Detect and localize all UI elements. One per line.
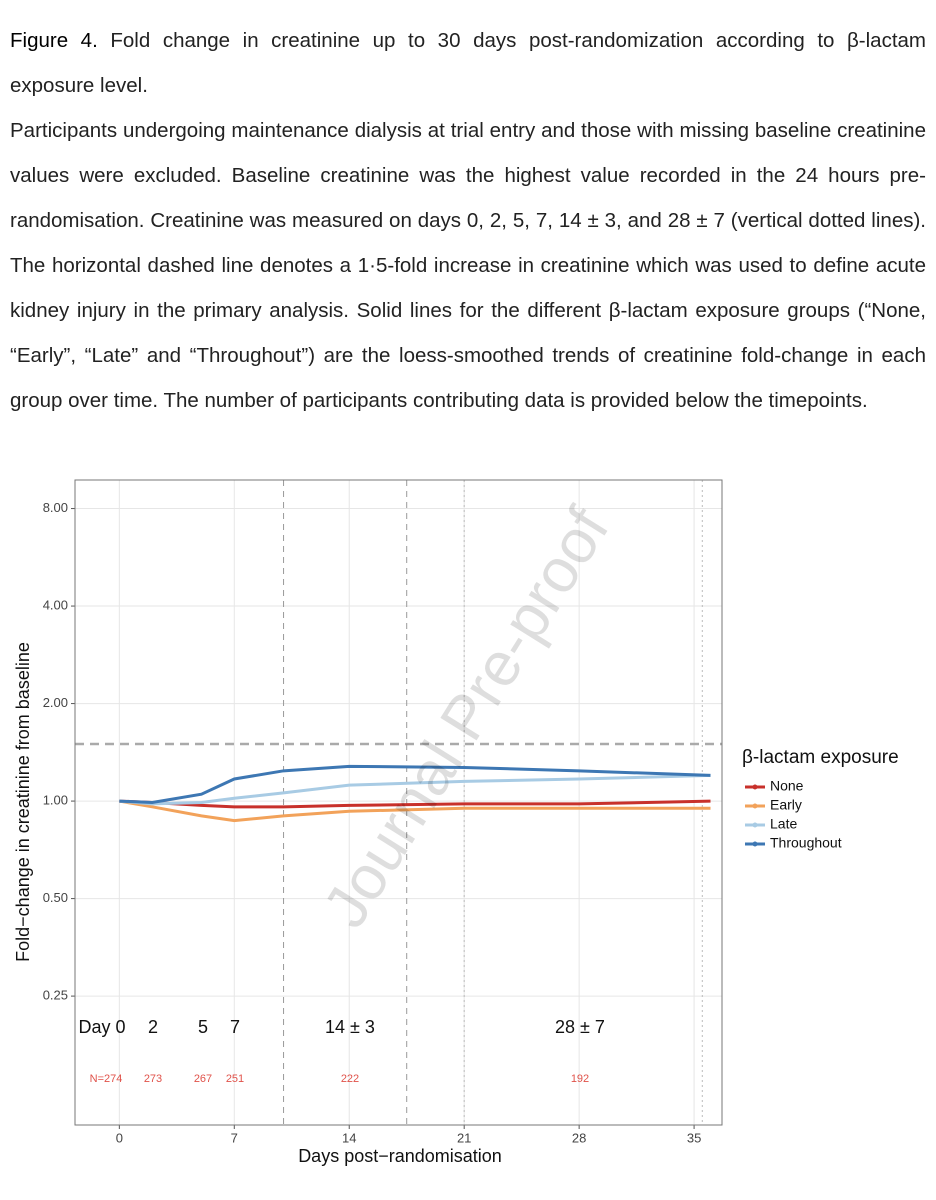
x-tick-label: 35 xyxy=(687,1130,701,1145)
x-tick-label: 21 xyxy=(457,1130,471,1145)
y-tick-label: 8.00 xyxy=(43,500,68,515)
trend-line xyxy=(119,764,711,804)
x-tick-label: 28 xyxy=(572,1130,586,1145)
n-label: 251 xyxy=(226,1073,244,1085)
legend-dot xyxy=(752,803,758,809)
timepoint-label: 5 xyxy=(198,1017,208,1037)
y-tick-label: 0.50 xyxy=(43,890,68,905)
x-tick-label: 7 xyxy=(231,1130,238,1145)
y-tick-label: 4.00 xyxy=(43,597,68,612)
n-label: 222 xyxy=(341,1073,359,1085)
legend-label: Early xyxy=(770,797,802,813)
legend-label: Throughout xyxy=(770,835,842,851)
legend-title: β-lactam exposure xyxy=(742,747,899,768)
x-tick-label: 0 xyxy=(116,1130,123,1145)
timepoint-label: 7 xyxy=(230,1017,240,1037)
n-label: N=274 xyxy=(90,1073,123,1085)
y-tick-label: 2.00 xyxy=(43,695,68,710)
figure-title: Fold change in creatinine up to 30 days … xyxy=(10,29,926,97)
legend-label: Late xyxy=(770,816,797,832)
caption-head: Figure 4. Fold change in creatinine up t… xyxy=(10,18,926,108)
legend-dot xyxy=(752,822,758,828)
trend-line xyxy=(119,773,711,806)
trend-line xyxy=(119,799,711,823)
timepoint-label: 28 ± 7 xyxy=(555,1017,605,1037)
n-label: 273 xyxy=(144,1073,162,1085)
caption-body: Participants undergoing maintenance dial… xyxy=(10,119,926,412)
y-tick-label: 0.25 xyxy=(43,988,68,1003)
caption: Figure 4. Fold change in creatinine up t… xyxy=(10,18,926,423)
timepoint-label: 14 ± 3 xyxy=(325,1017,375,1037)
legend-label: None xyxy=(770,778,804,794)
x-axis-label: Days post−randomisation xyxy=(298,1146,502,1166)
y-tick-label: 1.00 xyxy=(43,793,68,808)
timepoint-label: Day 0 xyxy=(78,1017,125,1037)
x-tick-label: 14 xyxy=(342,1130,356,1145)
figure-label: Figure 4. xyxy=(10,29,98,52)
plot-border xyxy=(74,479,723,1126)
n-label: 267 xyxy=(194,1073,212,1085)
y-axis-label: Fold−change in creatinine from baseline xyxy=(13,642,33,962)
legend-dot xyxy=(752,841,758,847)
n-label: 192 xyxy=(571,1073,589,1085)
timepoint-label: 2 xyxy=(148,1017,158,1037)
legend-dot xyxy=(752,784,758,790)
